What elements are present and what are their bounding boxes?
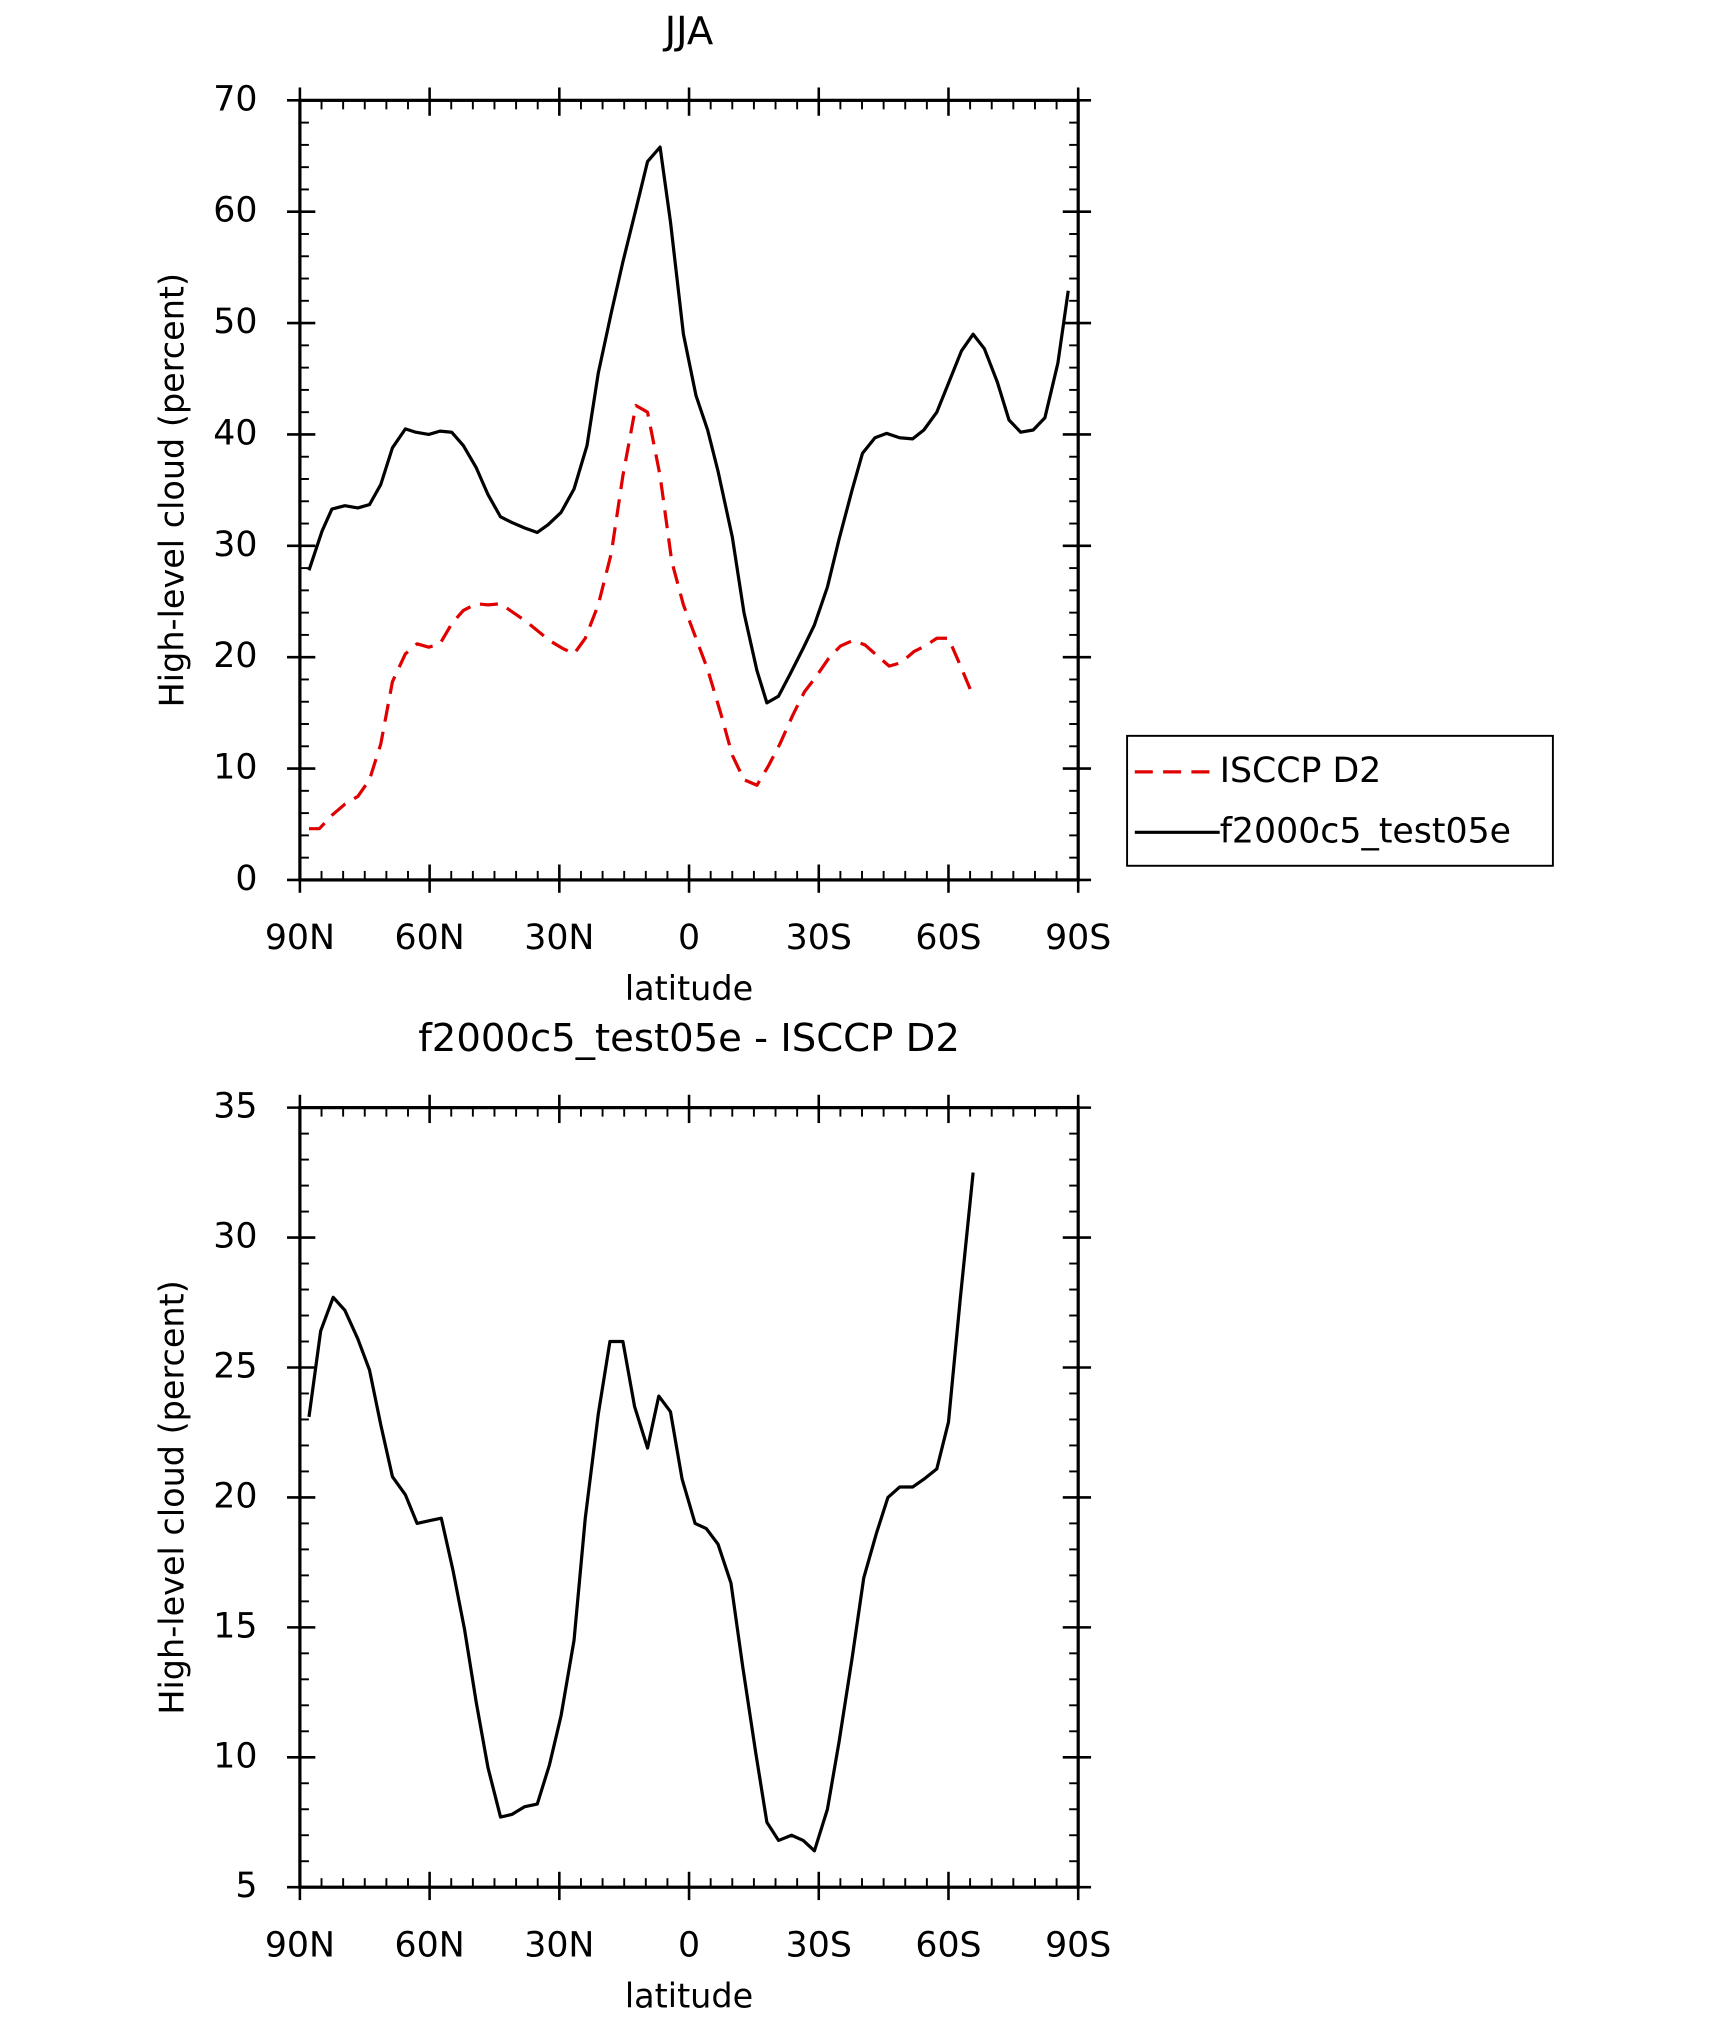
y-tick-label: 30 — [213, 1217, 257, 1257]
x-tick-label: 90N — [265, 1925, 335, 1965]
x-tick-label: 60S — [915, 918, 981, 958]
y-axis-label: High-level cloud (percent) — [152, 1280, 191, 1714]
y-tick-label: 25 — [213, 1346, 257, 1386]
series-line — [307, 1172, 975, 1853]
x-tick-label: 30N — [524, 1925, 594, 1965]
x-tick-label: 90S — [1045, 1925, 1111, 1965]
y-tick-label: 10 — [213, 1736, 257, 1776]
y-tick-label: 40 — [213, 413, 257, 453]
legend-label: f2000c5_test05e — [1220, 811, 1511, 851]
x-tick-label: 60N — [395, 1925, 465, 1965]
x-axis-label: latitude — [625, 1976, 753, 2015]
x-tick-label: 30S — [786, 1925, 852, 1965]
x-tick-label: 0 — [678, 1925, 700, 1965]
x-tick-label: 0 — [678, 918, 700, 958]
y-axis-label: High-level cloud (percent) — [152, 273, 191, 707]
y-tick-label: 20 — [213, 636, 257, 676]
x-axis-label: latitude — [625, 969, 753, 1008]
y-tick-label: 30 — [213, 525, 257, 565]
y-tick-label: 15 — [213, 1606, 257, 1646]
plot-frame — [298, 1106, 1080, 1889]
y-tick-label: 5 — [235, 1866, 257, 1906]
x-tick-label: 30N — [524, 918, 594, 958]
x-tick-label: 30S — [786, 918, 852, 958]
plot-frame — [298, 98, 1080, 882]
chart-title: JJA — [663, 9, 714, 54]
y-tick-label: 10 — [213, 748, 257, 788]
x-tick-label: 90N — [265, 918, 335, 958]
y-tick-label: 35 — [213, 1087, 257, 1127]
y-tick-label: 20 — [213, 1476, 257, 1516]
series-line — [308, 403, 975, 831]
y-tick-label: 50 — [213, 302, 257, 342]
x-tick-label: 60N — [395, 918, 465, 958]
y-tick-label: 60 — [213, 191, 257, 231]
legend-box — [1126, 734, 1554, 867]
y-tick-label: 0 — [235, 859, 257, 899]
x-tick-label: 90S — [1045, 918, 1111, 958]
y-tick-label: 70 — [213, 79, 257, 119]
legend-label: ISCCP D2 — [1220, 751, 1382, 791]
chart-title: f2000c5_test05e - ISCCP D2 — [418, 1016, 960, 1061]
series-line — [307, 145, 1070, 705]
x-tick-label: 60S — [915, 1925, 981, 1965]
